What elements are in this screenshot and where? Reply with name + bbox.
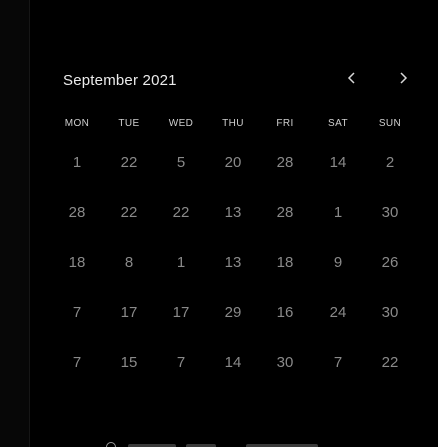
day-cell[interactable]: 9	[333, 253, 343, 271]
week-row: 7 17 17 29 16 24 30	[31, 290, 438, 334]
left-side-rail	[0, 0, 30, 447]
weekday-fri: FRI	[276, 118, 294, 129]
chevron-right-icon	[398, 71, 408, 87]
week-row: 28 22 22 13 28 1 30	[31, 190, 438, 234]
weekday-wed: WED	[168, 118, 194, 129]
day-cell[interactable]: 7	[72, 353, 82, 371]
day-cell[interactable]: 7	[72, 303, 82, 321]
next-month-button[interactable]	[392, 68, 414, 90]
day-cell[interactable]: 24	[329, 303, 347, 321]
day-cell[interactable]: 7	[333, 353, 343, 371]
day-cell[interactable]: 15	[120, 353, 138, 371]
day-cell[interactable]: 17	[172, 303, 190, 321]
previous-month-button[interactable]	[341, 68, 363, 90]
day-cell[interactable]: 30	[381, 203, 399, 221]
month-title: September 2021	[63, 72, 177, 89]
day-cell[interactable]: 26	[381, 253, 399, 271]
day-cell[interactable]: 28	[276, 203, 294, 221]
weekday-sat: SAT	[328, 118, 348, 129]
day-cell[interactable]: 22	[120, 203, 138, 221]
calendar-panel: September 2021 MON TUE WED THU FRI SAT S…	[31, 0, 438, 447]
day-cell[interactable]: 22	[120, 153, 138, 171]
day-cell[interactable]: 7	[176, 353, 186, 371]
day-cell[interactable]: 29	[224, 303, 242, 321]
day-cell[interactable]: 30	[276, 353, 294, 371]
day-cell[interactable]: 1	[333, 203, 343, 221]
day-cell[interactable]: 5	[176, 153, 186, 171]
weekday-header-row: MON TUE WED THU FRI SAT SUN	[31, 118, 438, 136]
day-cell[interactable]: 22	[172, 203, 190, 221]
day-cell[interactable]: 28	[276, 153, 294, 171]
day-cell[interactable]: 8	[124, 253, 134, 271]
day-cell[interactable]: 2	[385, 153, 395, 171]
weekday-sun: SUN	[378, 118, 402, 129]
day-cell[interactable]: 1	[72, 153, 82, 171]
calendar-header: September 2021	[31, 0, 438, 100]
day-grid: 1 22 5 20 28 14 2 28 22 22 13 28 1 30 18…	[31, 140, 438, 390]
cut-off-label	[128, 444, 176, 447]
day-cell[interactable]: 13	[224, 253, 242, 271]
cut-off-label	[246, 444, 318, 447]
radio-icon	[106, 442, 116, 447]
day-cell[interactable]: 30	[381, 303, 399, 321]
week-row: 1 22 5 20 28 14 2	[31, 140, 438, 184]
day-cell[interactable]: 1	[176, 253, 186, 271]
weekday-thu: THU	[222, 118, 244, 129]
day-cell[interactable]: 22	[381, 353, 399, 371]
cut-off-label	[186, 444, 216, 447]
week-row: 18 8 1 13 18 9 26	[31, 240, 438, 284]
weekday-mon: MON	[64, 118, 90, 129]
day-cell[interactable]: 20	[224, 153, 242, 171]
day-cell[interactable]: 14	[224, 353, 242, 371]
cut-off-footer-row	[106, 440, 326, 447]
day-cell[interactable]: 18	[276, 253, 294, 271]
day-cell[interactable]: 14	[329, 153, 347, 171]
chevron-left-icon	[347, 71, 357, 87]
day-cell[interactable]: 13	[224, 203, 242, 221]
day-cell[interactable]: 16	[276, 303, 294, 321]
day-cell[interactable]: 18	[68, 253, 86, 271]
day-cell[interactable]: 28	[68, 203, 86, 221]
weekday-tue: TUE	[118, 118, 140, 129]
week-row: 7 15 7 14 30 7 22	[31, 340, 438, 384]
day-cell[interactable]: 17	[120, 303, 138, 321]
